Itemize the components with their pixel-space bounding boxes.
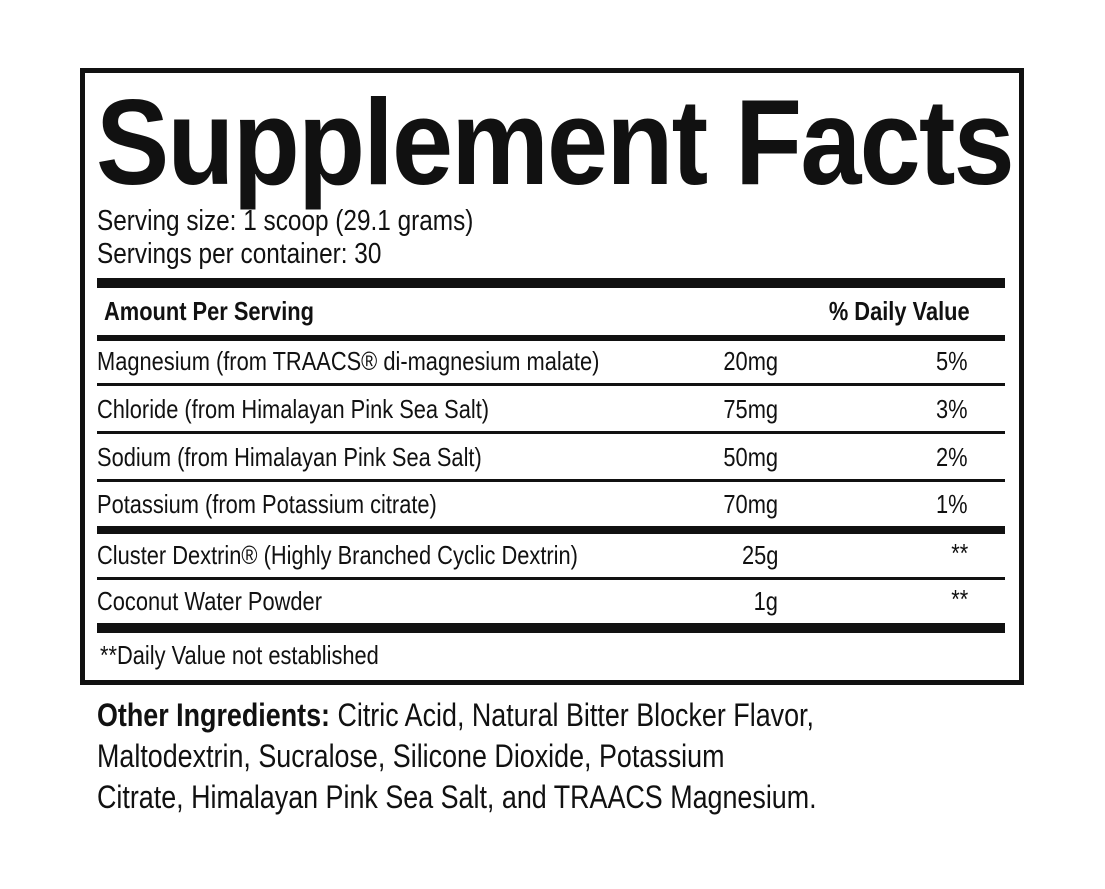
other-ingredients-line-3: Citrate, Himalayan Pink Sea Salt, and TR… xyxy=(97,779,817,815)
nutrient-name: Potassium (from Potassium citrate) xyxy=(97,489,437,519)
divider-thin xyxy=(97,479,1005,482)
other-ingredients-text: Citric Acid, Natural Bitter Blocker Flav… xyxy=(329,697,814,733)
ingredient-amount: 1g xyxy=(753,586,778,616)
divider-thick xyxy=(97,278,1005,288)
header-amount: Amount Per Serving xyxy=(104,296,314,326)
divider-medium xyxy=(97,335,1005,341)
ingredient-dv: ** xyxy=(950,584,968,614)
other-ingredients-line-2: Maltodextrin, Sucralose, Silicone Dioxid… xyxy=(97,738,725,774)
divider-thick xyxy=(97,623,1005,633)
footnote: **Daily Value not established xyxy=(100,640,379,670)
nutrient-name: Chloride (from Himalayan Pink Sea Salt) xyxy=(97,394,490,424)
nutrient-dv: 3% xyxy=(936,394,968,424)
header-daily-value: % Daily Value xyxy=(829,296,970,326)
divider-thick xyxy=(97,526,1005,534)
nutrient-name: Magnesium (from TRAACS® di-magnesium mal… xyxy=(97,346,600,376)
servings-per-container: Servings per container: 30 xyxy=(97,238,382,270)
other-ingredients-line-1: Other Ingredients: Citric Acid, Natural … xyxy=(97,697,814,734)
ingredient-dv: ** xyxy=(950,538,968,568)
supplement-facts-panel xyxy=(80,68,1024,685)
panel-title: Supplement Facts xyxy=(96,74,1015,210)
other-ingredients-label: Other Ingredients: xyxy=(97,697,330,733)
divider-thin xyxy=(97,431,1005,434)
nutrient-dv: 5% xyxy=(936,346,968,376)
nutrient-dv: 1% xyxy=(936,489,968,519)
ingredient-name: Coconut Water Powder xyxy=(97,586,322,616)
ingredient-amount: 25g xyxy=(741,540,778,570)
nutrient-amount: 20mg xyxy=(723,346,778,376)
ingredient-name: Cluster Dextrin® (Highly Branched Cyclic… xyxy=(97,540,578,570)
serving-size: Serving size: 1 scoop (29.1 grams) xyxy=(97,205,474,237)
divider-thin xyxy=(97,577,1005,580)
nutrient-amount: 70mg xyxy=(723,489,778,519)
nutrient-dv: 2% xyxy=(936,442,968,472)
nutrient-amount: 75mg xyxy=(723,394,778,424)
divider-thin xyxy=(97,383,1005,386)
nutrient-amount: 50mg xyxy=(723,442,778,472)
nutrient-name: Sodium (from Himalayan Pink Sea Salt) xyxy=(97,442,482,472)
